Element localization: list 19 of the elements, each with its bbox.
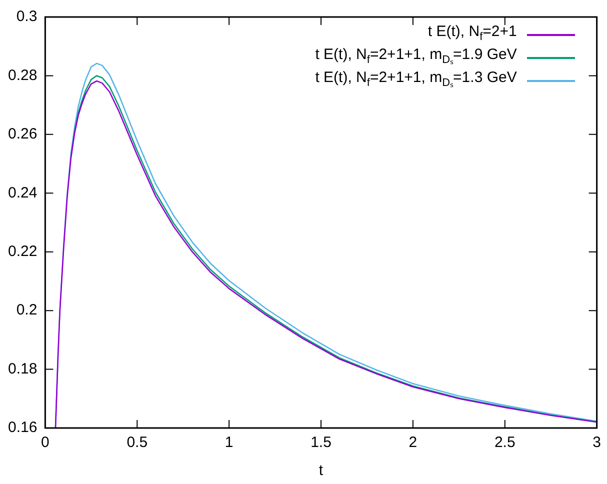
y-tick-label: 0.16 — [8, 419, 38, 436]
x-axis-title: t — [318, 462, 324, 480]
x-tick-label: 1.5 — [310, 434, 332, 452]
y-tick-label: 0.22 — [8, 243, 38, 260]
x-tick-label: 0.5 — [126, 434, 148, 452]
x-tick-label: 2.5 — [494, 434, 516, 452]
y-tick-label: 0.24 — [8, 184, 38, 202]
y-tick-label: 0.26 — [8, 126, 38, 143]
y-tick-label: 0.3 — [16, 8, 38, 26]
x-tick-label: 1 — [224, 434, 234, 452]
y-tick-label: 0.28 — [8, 66, 38, 84]
legend-label: t E(t), N$_{f}$=2+1+1, m$_{Dₛ}$=1.3 GeV — [315, 69, 517, 91]
y-tick-label: 0.18 — [8, 360, 38, 378]
x-tick-label: 2 — [408, 434, 418, 452]
legend-label: t E(t), N$_{f}$=2+1 — [428, 23, 517, 45]
legend-label: t E(t), N$_{f}$=2+1+1, m$_{Dₛ}$=1.9 GeV — [315, 46, 517, 68]
y-tick-label: 0.2 — [16, 302, 38, 319]
x-tick-label: 3 — [592, 434, 601, 452]
x-tick-label: 0 — [41, 434, 50, 452]
